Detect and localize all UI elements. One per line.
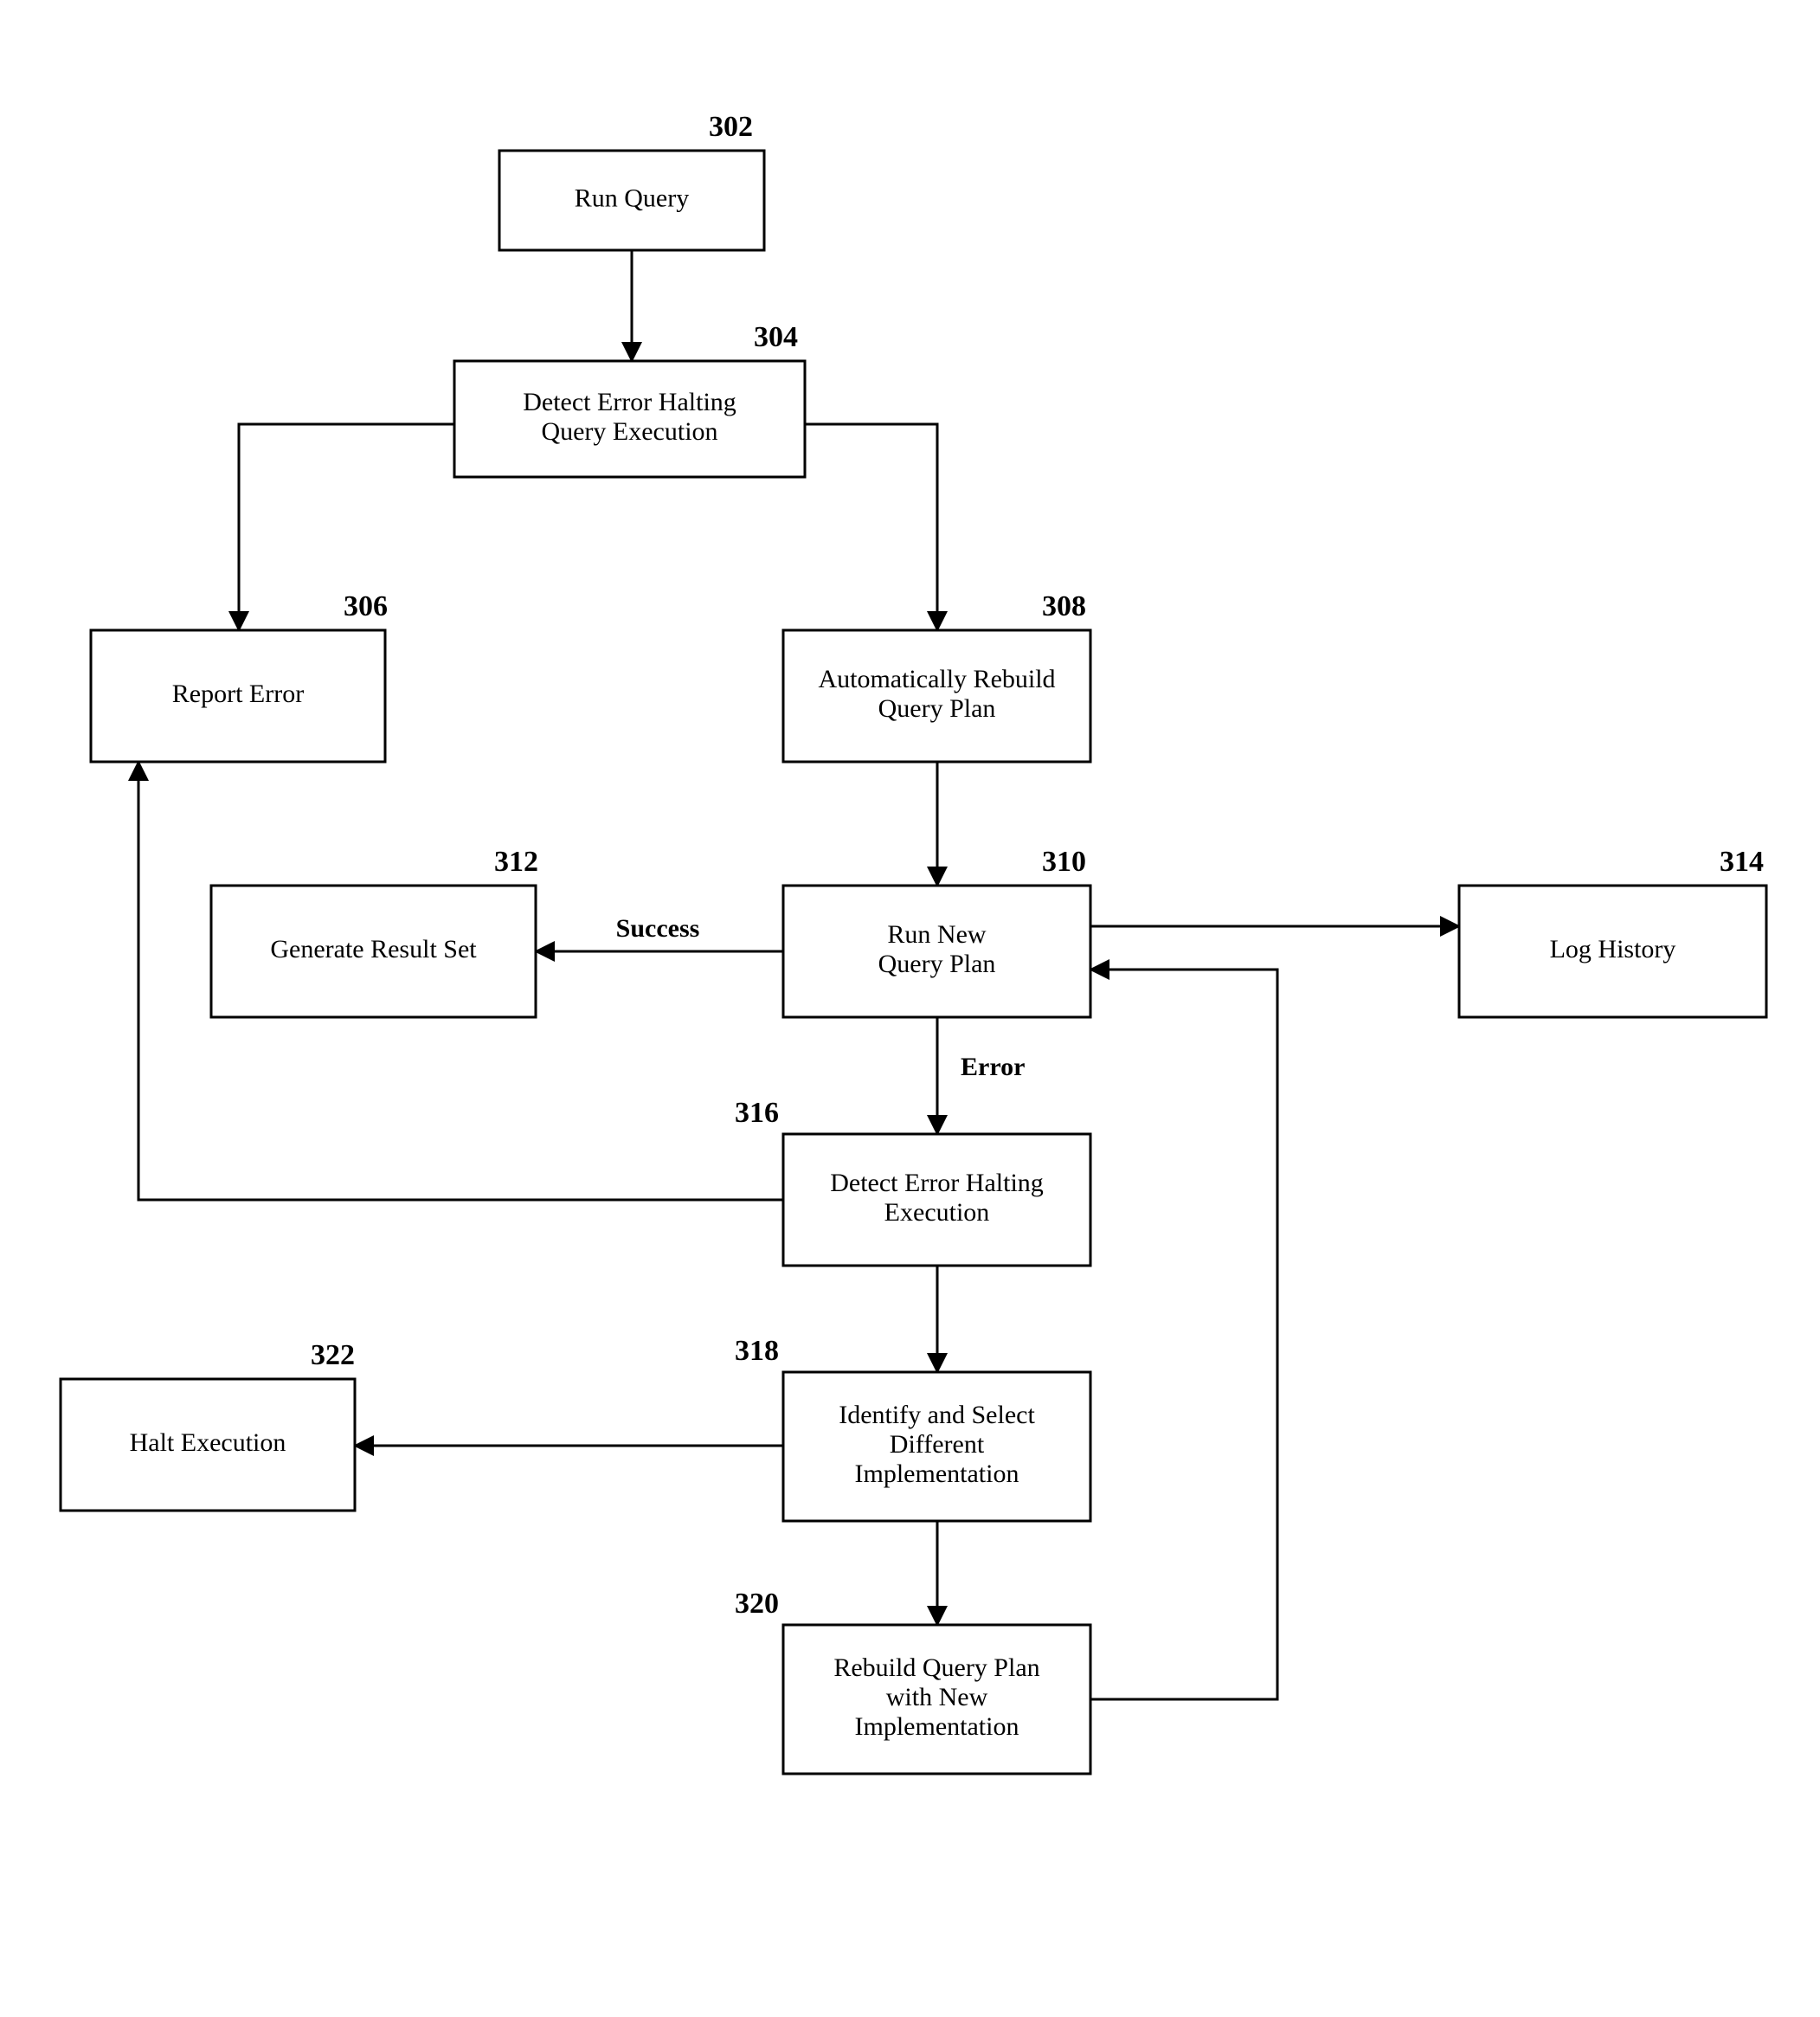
node-number-322: 322 [311,1339,355,1371]
node-number-318: 318 [735,1335,779,1367]
node-number-304: 304 [754,321,798,353]
node-label-310-line0: Run New [887,920,986,949]
node-304: 304 Detect Error HaltingQuery Execution [454,321,805,477]
node-label-316-line1: Execution [884,1198,990,1227]
node-number-302: 302 [709,111,753,143]
node-316: 316 Detect Error HaltingExecution [735,1097,1090,1266]
node-number-316: 316 [735,1097,779,1129]
node-label-320-line2: Implementation [855,1712,1019,1741]
node-label-304-line0: Detect Error Halting [523,388,736,416]
node-number-314: 314 [1720,846,1764,878]
node-label-312-line0: Generate Result Set [270,935,477,963]
node-number-308: 308 [1042,590,1086,622]
node-number-306: 306 [344,590,388,622]
node-number-320: 320 [735,1588,779,1620]
node-label-320-line0: Rebuild Query Plan [833,1653,1039,1682]
node-label-316-line0: Detect Error Halting [830,1169,1044,1197]
node-label-308-line0: Automatically Rebuild [818,665,1055,693]
node-322: 322 Halt Execution [61,1339,355,1511]
node-312: 312 Generate Result Set [211,846,538,1017]
node-320: 320 Rebuild Query Planwith NewImplementat… [735,1588,1090,1774]
node-314: 314 Log History [1459,846,1766,1017]
edge-label-e310-312: Success [616,914,700,943]
node-label-306-line0: Report Error [172,680,304,708]
nodes-layer: 302Run Query304Detect Error HaltingQuery… [61,111,1766,1774]
edge-label-e310-316: Error [961,1053,1025,1081]
node-label-320-line1: with New [886,1683,988,1711]
node-number-312: 312 [494,846,538,878]
node-302: 302 Run Query [499,111,764,250]
node-label-310-line1: Query Plan [878,950,996,978]
node-label-308-line1: Query Plan [878,694,996,723]
node-label-314-line0: Log History [1550,935,1676,963]
node-number-310: 310 [1042,846,1086,878]
node-label-322-line0: Halt Execution [130,1428,286,1457]
node-label-302-line0: Run Query [575,184,689,212]
edge-e304-308 [805,424,937,630]
node-label-318-line2: Implementation [855,1460,1019,1488]
node-318: 318 Identify and SelectDifferentImplement… [735,1335,1090,1521]
node-label-318-line1: Different [890,1430,985,1459]
node-label-318-line0: Identify and Select [839,1401,1035,1429]
edge-e320-310 [1090,970,1277,1699]
node-label-304-line1: Query Execution [541,417,717,446]
flowchart-canvas: Success Error 302 Run Query 304 Detect Error… [0,0,1820,2017]
